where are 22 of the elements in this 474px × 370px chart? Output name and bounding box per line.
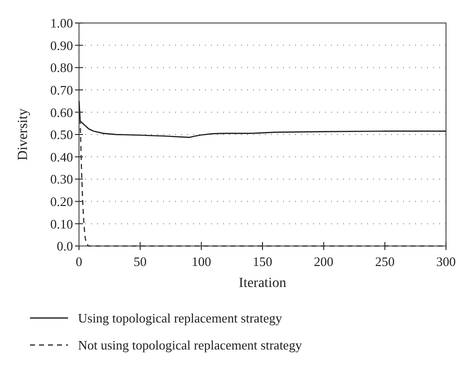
y-tick-label: 0.0 (56, 238, 73, 254)
y-tick-label: 0.70 (50, 82, 73, 98)
legend-label: Using topological replacement strategy (78, 310, 282, 326)
y-tick-label: 0.30 (50, 172, 73, 187)
y-tick-label: 0.50 (50, 127, 73, 142)
y-tick-label: 0.60 (50, 104, 73, 120)
x-tick-label: 150 (252, 254, 272, 269)
x-tick-label: 0 (76, 254, 82, 269)
x-tick-label: 250 (375, 254, 395, 269)
x-tick-label: 100 (192, 254, 212, 269)
y-tick-label: 0.80 (50, 60, 73, 76)
y-axis-title: Diversity (16, 108, 31, 161)
y-tick-label: 0.10 (50, 216, 73, 232)
x-tick-label: 50 (134, 254, 147, 269)
y-tick-label: 0.40 (50, 149, 73, 164)
y-tick-label: 0.20 (50, 194, 73, 209)
legend-label: Not using topological replacement strategy (78, 338, 302, 353)
y-tick-label: 0.90 (50, 38, 73, 53)
x-axis-title: Iteration (238, 276, 286, 291)
x-tick-label: 300 (436, 254, 456, 269)
y-tick-label: 1.00 (50, 16, 73, 31)
x-tick-label: 200 (314, 254, 334, 269)
